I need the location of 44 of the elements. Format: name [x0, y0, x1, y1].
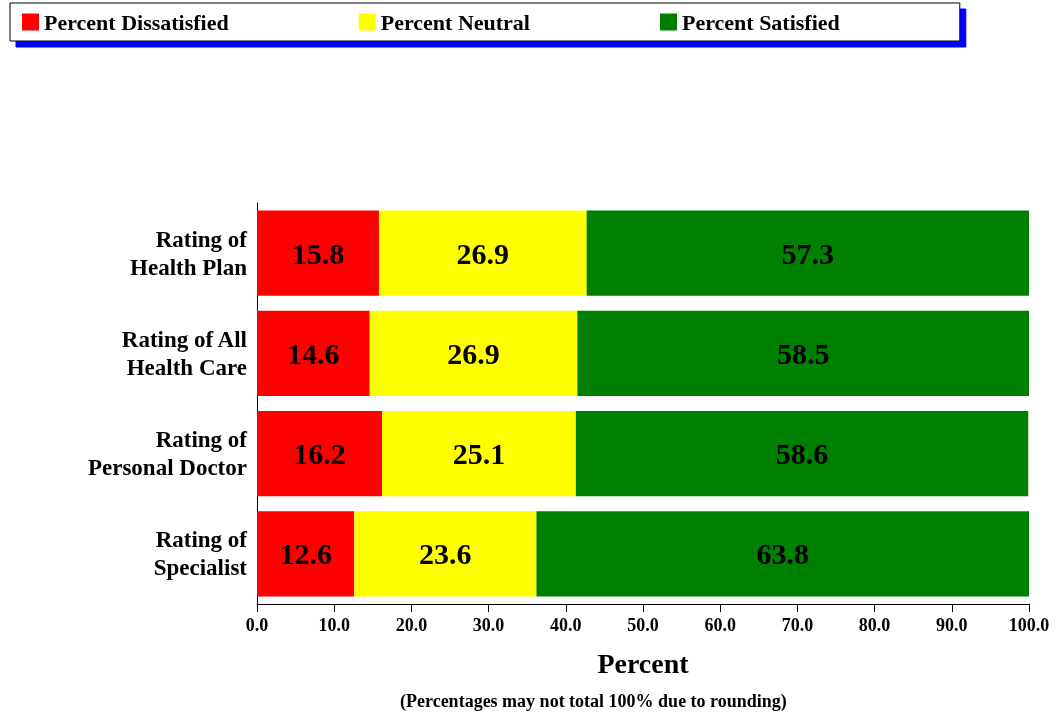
bar [382, 411, 576, 497]
x-tick-label: 50.0 [627, 615, 659, 635]
data-label: 15.8 [291, 236, 345, 270]
data-label: 63.8 [756, 537, 809, 571]
data-label: 16.2 [293, 437, 346, 471]
x-axis-title: Percent [597, 647, 690, 679]
x-tick-label: 70.0 [781, 615, 814, 635]
data-label: 26.9 [447, 336, 500, 370]
x-tick-label: 100.0 [1008, 615, 1050, 635]
data-label: 58.6 [775, 437, 829, 471]
data-label: 12.6 [279, 537, 332, 571]
y-tick-label: Rating of Health Plan [130, 226, 248, 280]
data-label: 57.3 [781, 236, 835, 270]
data-label: 14.6 [287, 336, 340, 370]
x-tick-label: 10.0 [318, 615, 350, 635]
bar [575, 411, 1029, 497]
bar [354, 511, 537, 597]
legend-label: Percent Dissatisfied [44, 9, 229, 35]
data-label: 25.1 [452, 437, 506, 471]
x-tick-label: 40.0 [550, 615, 582, 635]
data-label: 58.5 [776, 336, 830, 370]
data-label: 23.6 [419, 537, 472, 571]
data-label: 26.9 [456, 236, 510, 270]
legend-label: Percent Neutral [380, 9, 530, 35]
y-tick-label: Rating of Personal Doctor [87, 427, 248, 481]
bar [586, 210, 1029, 296]
bar [369, 310, 578, 396]
bar [378, 210, 587, 296]
y-tick-label: Rating of Specialist [153, 527, 248, 581]
text: (Percentages may not total 100% due to rounding) [400, 691, 787, 712]
bar [257, 210, 379, 296]
bar [577, 310, 1029, 396]
x-tick-label: 20.0 [395, 615, 428, 635]
x-tick-label: 60.0 [704, 615, 736, 635]
bar [257, 411, 383, 497]
bar [257, 511, 355, 597]
bar [257, 310, 370, 396]
x-tick-label: 30.0 [472, 615, 505, 635]
bar [536, 511, 1029, 597]
x-tick-label: 0.0 [245, 615, 269, 635]
x-tick-label: 90.0 [936, 615, 968, 635]
x-tick-label: 80.0 [858, 615, 891, 635]
y-tick-label: Rating of All Health Care [121, 326, 247, 380]
legend-label: Percent Satisfied [681, 9, 840, 35]
